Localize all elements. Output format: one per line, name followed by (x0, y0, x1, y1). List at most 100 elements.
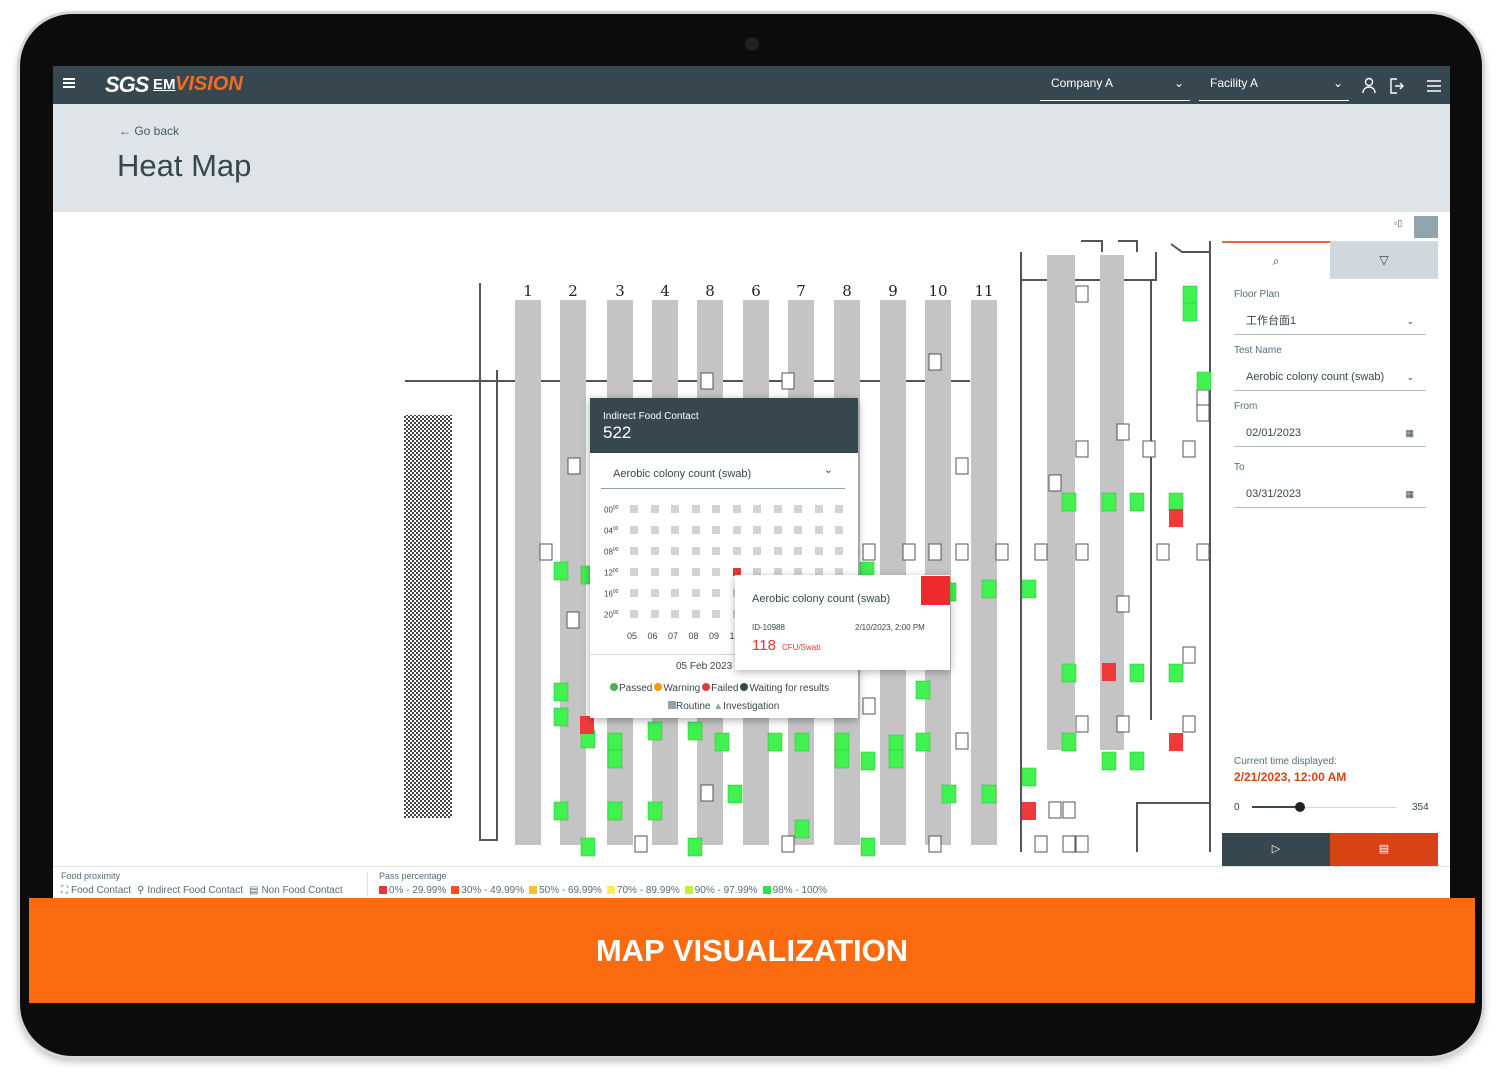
menu-button[interactable] (63, 78, 75, 80)
sensor (1196, 389, 1210, 407)
sensor-passed (553, 801, 569, 821)
sensor-passed (981, 579, 997, 599)
page-title: Heat Map (117, 148, 252, 183)
sensor (1075, 543, 1089, 561)
company-select[interactable]: Company A ⌄ (1040, 76, 1190, 101)
sensor (700, 372, 714, 390)
sensor-passed (1129, 492, 1145, 512)
sensor (1048, 801, 1062, 819)
facility-value: Facility A (1210, 76, 1259, 90)
sensor (1116, 595, 1130, 613)
sensor-passed (941, 784, 957, 804)
user-icon[interactable] (1364, 77, 1374, 87)
line-label: 9 (888, 282, 898, 300)
day-label: 05 (627, 631, 638, 641)
cell (630, 610, 638, 618)
cell (814, 568, 823, 576)
settings-icon[interactable] (1427, 80, 1441, 92)
back-text: Go back (134, 124, 180, 138)
field-input[interactable]: 工作台面1 ⌄ (1234, 307, 1426, 335)
status-label: Warning (663, 683, 701, 694)
chevron: ⌄ (1332, 76, 1343, 90)
view-toggle[interactable]: ▫▯ (1394, 218, 1403, 228)
current-time-label: Current time displayed: (1234, 756, 1337, 767)
sensor-passed (794, 819, 810, 839)
slider-thumb[interactable] (1295, 802, 1305, 812)
line-label: 8 (842, 282, 852, 300)
status-dot (740, 683, 749, 691)
sensor-failed (1169, 733, 1183, 751)
cell (630, 568, 638, 576)
pass-swatch (529, 886, 538, 894)
cell (691, 547, 700, 555)
day-label: 07 (668, 631, 679, 641)
cell (773, 526, 782, 534)
sensor (1075, 715, 1089, 733)
field-input[interactable]: 03/31/2023 ▦ (1234, 480, 1426, 508)
report-button[interactable]: ▤ (1330, 833, 1438, 866)
cell (712, 505, 720, 513)
cell (814, 505, 823, 513)
hour: 16 (604, 589, 613, 599)
slider-track[interactable] (1252, 807, 1396, 808)
cell (650, 589, 659, 597)
sensor-failed (1102, 663, 1116, 681)
minute: 00 (612, 526, 619, 532)
field-input[interactable]: 02/01/2023 ▦ (1234, 419, 1426, 447)
back-link[interactable]: ← Go back (119, 124, 180, 138)
field-input[interactable]: Aerobic colony count (swab) ⌄ (1234, 363, 1426, 391)
pass-legend: 0% - 29.99% 30% - 49.99% 50% - 69.99% 70% -… (379, 885, 827, 896)
field-icon: ▦ (1405, 428, 1414, 438)
hour-label: 2000 (604, 610, 618, 620)
pass-label: 50% - 69.99% (539, 885, 602, 896)
logout-icon[interactable] (1390, 78, 1404, 94)
pass-label: 0% - 29.99% (389, 885, 447, 896)
sensor (1075, 835, 1089, 853)
sensor (700, 784, 714, 802)
proximity-icon: ⛶ (61, 885, 68, 896)
cell (650, 526, 659, 534)
cell (794, 568, 802, 576)
sensor (1062, 835, 1076, 853)
play-button[interactable]: ▷ (1222, 833, 1330, 866)
cell (835, 526, 843, 534)
cell (671, 505, 679, 513)
sensor-passed (834, 732, 850, 752)
field-value: 03/31/2023 (1246, 488, 1302, 500)
sensor (928, 835, 942, 853)
sensor (1142, 440, 1156, 458)
hatched-area (404, 415, 452, 818)
cell (732, 547, 741, 555)
sensor-passed (860, 751, 876, 771)
filter-tab[interactable]: ▽ (1330, 241, 1438, 279)
pass-title: Pass percentage (379, 871, 447, 881)
sensor-passed (1129, 751, 1145, 771)
sensor (1182, 646, 1196, 664)
sensor (1116, 715, 1130, 733)
line-label: 6 (751, 282, 761, 300)
sensor-passed (834, 749, 850, 769)
field-label: Test Name (1234, 345, 1282, 356)
pass-swatch (379, 886, 387, 894)
popup-test-select[interactable]: Aerobic colony count (swab) ⌄ (601, 460, 845, 489)
status-legend: Passed Warning Failed Waiting for results (608, 683, 829, 694)
minute: 00 (612, 505, 619, 511)
pass-label: 90% - 97.99% (694, 885, 758, 896)
sensor (1196, 543, 1210, 561)
facility-select[interactable]: Facility A ⌄ (1199, 76, 1349, 101)
fullscreen-button[interactable] (1414, 216, 1438, 238)
sensor-passed (1182, 302, 1198, 322)
cell (712, 610, 720, 618)
hour: 08 (604, 547, 613, 557)
cell (671, 526, 679, 534)
chart-tab[interactable]: ⌕ (1222, 241, 1330, 279)
line-column (515, 300, 541, 845)
cell (630, 526, 638, 534)
failed-marker (921, 576, 950, 605)
sensor-passed (1196, 371, 1212, 391)
cell (773, 505, 782, 513)
tooltip-unit: CFU/Swab (782, 643, 821, 652)
sensor (634, 835, 648, 853)
sensor-passed (1168, 663, 1184, 683)
